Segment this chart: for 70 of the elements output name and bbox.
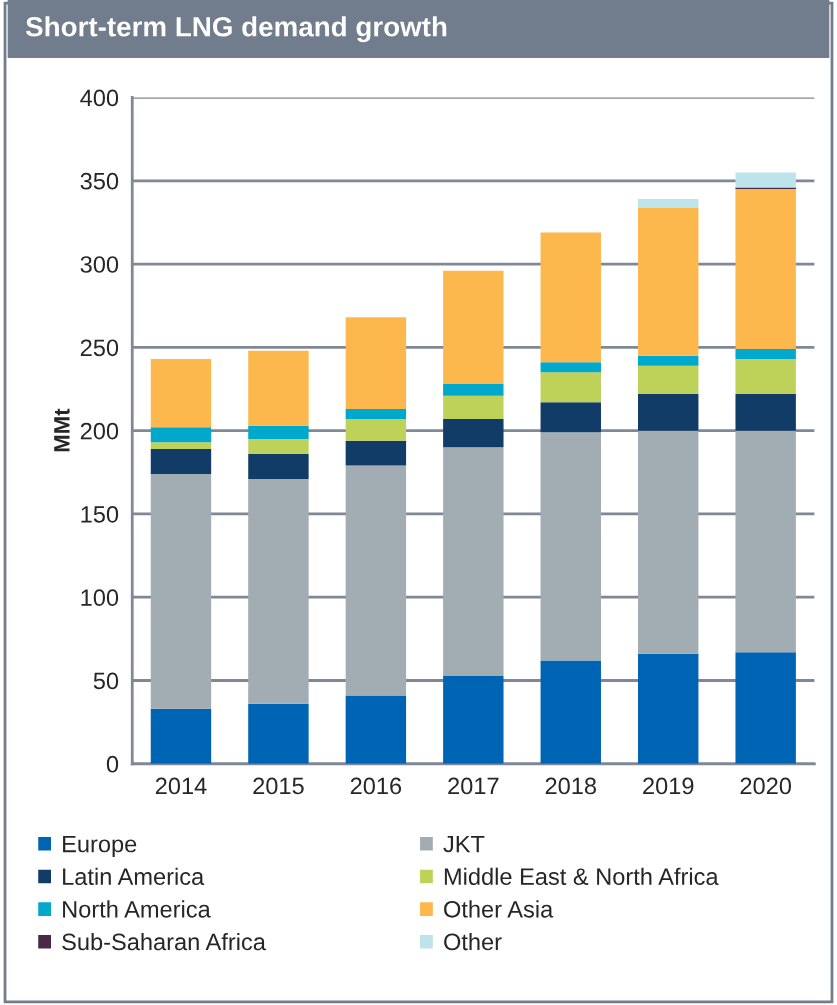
bar <box>443 270 504 384</box>
y-tick-label: 100 <box>81 589 119 607</box>
bar <box>735 652 796 764</box>
bar <box>638 199 699 208</box>
x-tick-label: 2019 <box>643 777 694 795</box>
bar <box>638 365 699 394</box>
bar <box>150 473 212 709</box>
bar <box>248 478 309 704</box>
y-tick-label: 0 <box>106 755 119 773</box>
bar <box>638 653 699 764</box>
legend-label: Europe <box>63 835 137 858</box>
bar <box>150 427 212 443</box>
y-tick-label: 150 <box>81 506 119 523</box>
legend-label: JKT <box>443 835 485 853</box>
bar <box>540 660 601 764</box>
bar <box>443 675 504 764</box>
x-tick-label: 2017 <box>448 777 499 795</box>
bar <box>443 418 504 448</box>
y-tick-label: 400 <box>80 89 119 107</box>
bar <box>638 207 699 356</box>
x-tick-label: 2014 <box>155 777 207 795</box>
bar <box>540 232 601 363</box>
bar <box>345 418 407 441</box>
legend-label: Other <box>444 932 502 951</box>
bar <box>345 408 407 419</box>
legend-label: Middle East & North Africa <box>444 867 719 885</box>
bar <box>735 394 796 431</box>
bar <box>248 438 309 454</box>
legend-label: North America <box>63 900 211 918</box>
bar <box>150 359 212 428</box>
bar <box>443 395 504 419</box>
x-tick-label: 2020 <box>740 777 792 795</box>
bar <box>638 355 699 366</box>
bar <box>345 317 407 409</box>
legend-label: Other Asia <box>444 900 554 918</box>
x-tick-label: 2016 <box>350 777 402 795</box>
bar <box>540 362 601 373</box>
y-axis-title: MMt <box>54 408 70 452</box>
bar <box>345 695 407 764</box>
bar <box>345 440 407 466</box>
bar <box>735 172 796 188</box>
y-tick-label: 250 <box>80 339 119 357</box>
bar <box>248 350 309 426</box>
y-tick-label: 350 <box>80 172 119 190</box>
bar <box>735 189 796 350</box>
bar <box>443 384 504 396</box>
legend-label: Latin America <box>63 867 205 885</box>
bar <box>248 425 309 439</box>
y-tick-label: 50 <box>93 672 119 690</box>
bar <box>345 465 407 696</box>
bar <box>150 448 212 474</box>
legend-label: Sub-Saharan Africa <box>62 932 266 951</box>
bar <box>735 349 796 360</box>
x-tick-label: 2018 <box>545 777 597 795</box>
bar <box>540 402 601 433</box>
bar <box>248 453 309 479</box>
bar <box>540 372 601 403</box>
chart-title: Short-term LNG demand growth <box>25 16 447 43</box>
y-tick-label: 200 <box>80 422 119 440</box>
bar <box>150 708 212 764</box>
x-tick-label: 2015 <box>253 777 304 795</box>
bar <box>540 432 601 661</box>
bar <box>443 447 504 676</box>
bar <box>150 442 212 449</box>
bar <box>638 394 699 431</box>
bar <box>248 703 309 764</box>
bar <box>735 430 796 653</box>
bar <box>638 430 699 654</box>
y-tick-label: 300 <box>80 256 119 273</box>
bar <box>735 359 796 394</box>
